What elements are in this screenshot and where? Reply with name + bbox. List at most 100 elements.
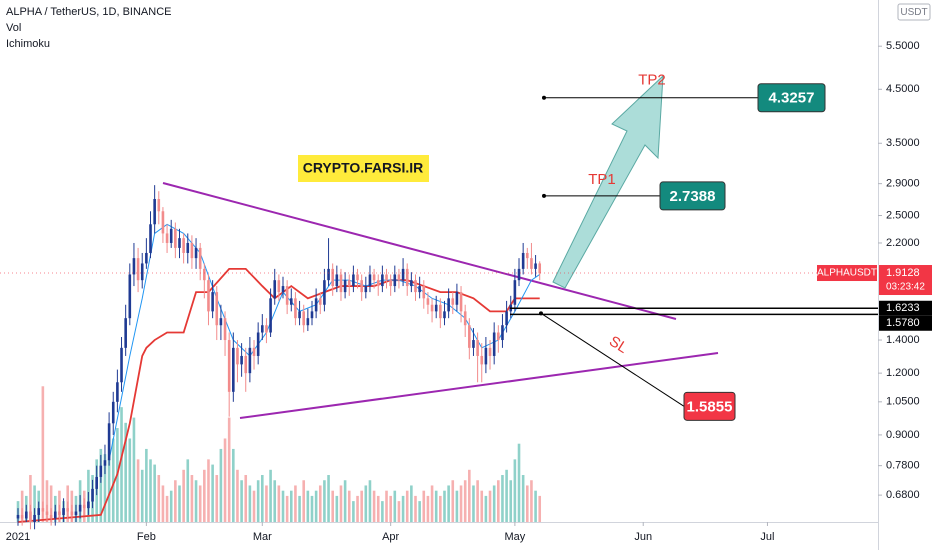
candle-body: [20, 514, 24, 519]
candle-body: [468, 325, 471, 348]
price-label: 1.9128: [886, 267, 920, 279]
candle-body: [190, 242, 194, 259]
volume-bar: [538, 495, 542, 522]
symbol-box: [817, 265, 877, 282]
candle-body: [418, 286, 421, 293]
x-tick-label: Jul: [760, 531, 774, 543]
volume-bar: [124, 422, 127, 522]
y-tick-label: 0.6800: [886, 489, 920, 501]
candle-body: [211, 292, 214, 312]
candle-body: [269, 298, 272, 333]
y-tick-label: 1.0500: [886, 396, 920, 408]
candle-body: [62, 508, 65, 515]
watermark-box: [298, 155, 429, 182]
volume-bar: [484, 495, 488, 522]
volume-bar: [385, 490, 388, 522]
target-value: 2.7388: [670, 188, 716, 205]
candle-body: [339, 274, 343, 293]
volume-bar: [298, 495, 301, 522]
candle-body: [310, 311, 314, 319]
volume-bar: [472, 485, 475, 522]
volume-bar: [331, 490, 334, 522]
candle-body: [45, 511, 49, 515]
candle-body: [58, 511, 61, 515]
volume-bar: [289, 490, 293, 522]
candle-body: [91, 488, 94, 502]
watermark: CRYPTO.FARSI.IR: [303, 160, 424, 176]
legend: ALPHA / TetherUS, 1D, BINANCE Vol Ichimo…: [6, 4, 171, 52]
volume-bar: [103, 454, 107, 522]
candle-body: [492, 332, 496, 356]
candle-body: [124, 318, 127, 348]
y-tick-label: 2.5000: [886, 209, 920, 221]
volume-bar: [488, 490, 492, 522]
candle-body: [472, 340, 475, 348]
x-tick-label: Apr: [382, 531, 399, 543]
x-tick-label: Jun: [634, 531, 652, 543]
volume-bar: [521, 475, 525, 522]
volume-bar: [426, 495, 430, 522]
candle-body: [488, 347, 492, 356]
y-tick-label: 4.5000: [886, 83, 920, 95]
symbol: ALPHA / TetherUS, 1D, BINANCE: [6, 6, 172, 18]
volume-bar: [381, 501, 384, 522]
target-box: [683, 391, 736, 421]
candle-body: [111, 401, 115, 424]
volume-bar: [418, 501, 421, 522]
candle-body: [95, 476, 98, 489]
target-name: TP1: [588, 171, 616, 188]
volume-bar: [530, 480, 533, 522]
candle-body: [447, 298, 450, 312]
y-tick-label: 0.7800: [886, 460, 920, 472]
volume-bar: [277, 485, 281, 522]
volume-bar: [20, 490, 24, 522]
candle-body: [480, 355, 484, 365]
y-tick-label: 0.9000: [886, 429, 920, 441]
x-tick-label: May: [504, 531, 525, 543]
candle-body: [306, 318, 310, 326]
candle-body: [484, 347, 488, 365]
volume-bar: [174, 480, 177, 522]
volume-bar: [459, 485, 463, 522]
volume-bar: [497, 480, 500, 522]
candle-body: [368, 274, 372, 287]
volume-bar: [360, 490, 363, 522]
candle-body: [372, 274, 376, 281]
candle-body: [236, 347, 239, 365]
volume-bar: [430, 485, 434, 522]
candle-body: [385, 274, 388, 281]
x-tick-label: 2021: [6, 531, 30, 543]
volume-bar: [33, 485, 36, 522]
volume-bar: [372, 490, 376, 522]
volume-bar: [356, 495, 359, 522]
volume-bar: [339, 485, 343, 522]
candle-body: [314, 298, 318, 312]
trendline-lower: [239, 352, 719, 419]
candle-body: [410, 280, 413, 287]
candle-body: [165, 233, 169, 243]
volume-bar: [480, 490, 484, 522]
candle-body: [223, 318, 227, 341]
volume-bar: [161, 485, 165, 522]
volume-bar: [244, 475, 248, 522]
candle-body: [397, 274, 401, 281]
volume-bar: [401, 495, 405, 522]
y-tick-label: 2.9000: [886, 178, 920, 190]
volume-bar: [468, 469, 471, 522]
candle-body: [273, 280, 277, 299]
volume-bar: [49, 485, 53, 522]
candle-body: [174, 228, 177, 248]
volume-bar: [219, 448, 223, 522]
target-name: TP2: [638, 72, 666, 89]
candle-body: [256, 332, 260, 356]
volume-bar: [223, 438, 227, 522]
y-tick-label: 3.5000: [886, 137, 920, 149]
candle-body: [381, 274, 384, 287]
candle-body: [352, 274, 355, 287]
symbol-label: ALPHAUSDT: [817, 268, 877, 279]
volume-bar: [343, 480, 347, 522]
candle-body: [497, 332, 500, 341]
volume-bar: [265, 485, 268, 522]
candle-body: [426, 298, 430, 305]
